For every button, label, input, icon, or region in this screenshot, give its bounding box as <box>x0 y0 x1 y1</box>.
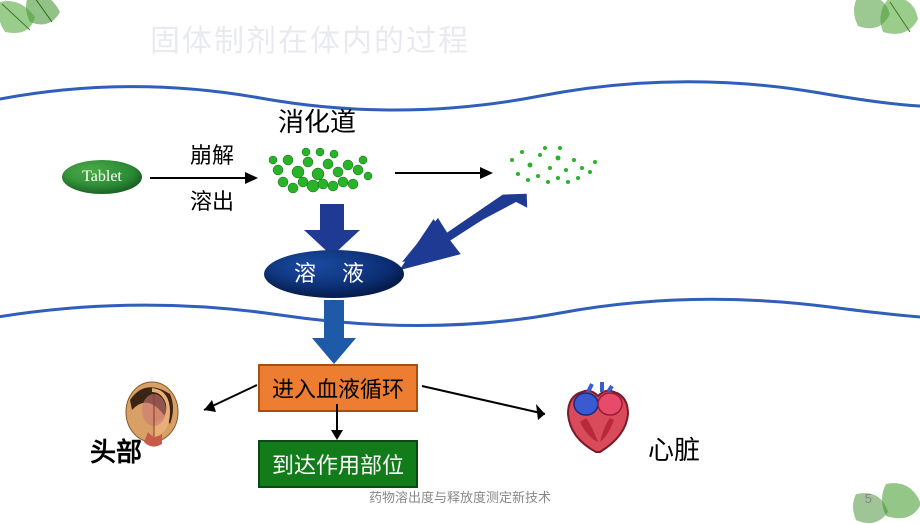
footer-text: 药物溶出度与释放度测定新技术 <box>0 487 920 506</box>
node-reach-site: 到达作用部位 <box>258 440 418 488</box>
label-disintegration: 崩解 <box>190 138 234 170</box>
heart-illustration <box>558 378 638 456</box>
thick-arrow-granules-solution <box>304 204 360 256</box>
page-number: 5 <box>865 491 872 506</box>
slide-title: 固体制剂在体内的过程 <box>150 16 470 60</box>
node-tablet: Tablet <box>62 160 142 194</box>
arrow-granules-sparse <box>395 163 495 183</box>
leaf-decoration-br <box>826 434 920 524</box>
wave-bottom <box>0 285 920 345</box>
label-dissolution: 溶出 <box>190 184 234 216</box>
label-head: 头部 <box>90 432 142 469</box>
arrow-blood-site <box>325 404 349 440</box>
node-solution: 溶 液 <box>264 250 404 298</box>
arrow-tablet-granules <box>150 168 260 188</box>
label-heart: 心脏 <box>648 430 700 467</box>
arrow-blood-heart <box>420 380 560 425</box>
granules-dense <box>258 140 388 205</box>
granules-sparse <box>500 140 610 195</box>
wave-top <box>0 68 920 128</box>
label-digestive-tract: 消化道 <box>278 102 356 139</box>
arrow-blood-head <box>192 380 262 420</box>
thick-arrow-solution-blood <box>312 300 356 364</box>
thick-arrow-sparse-solution <box>398 196 528 268</box>
